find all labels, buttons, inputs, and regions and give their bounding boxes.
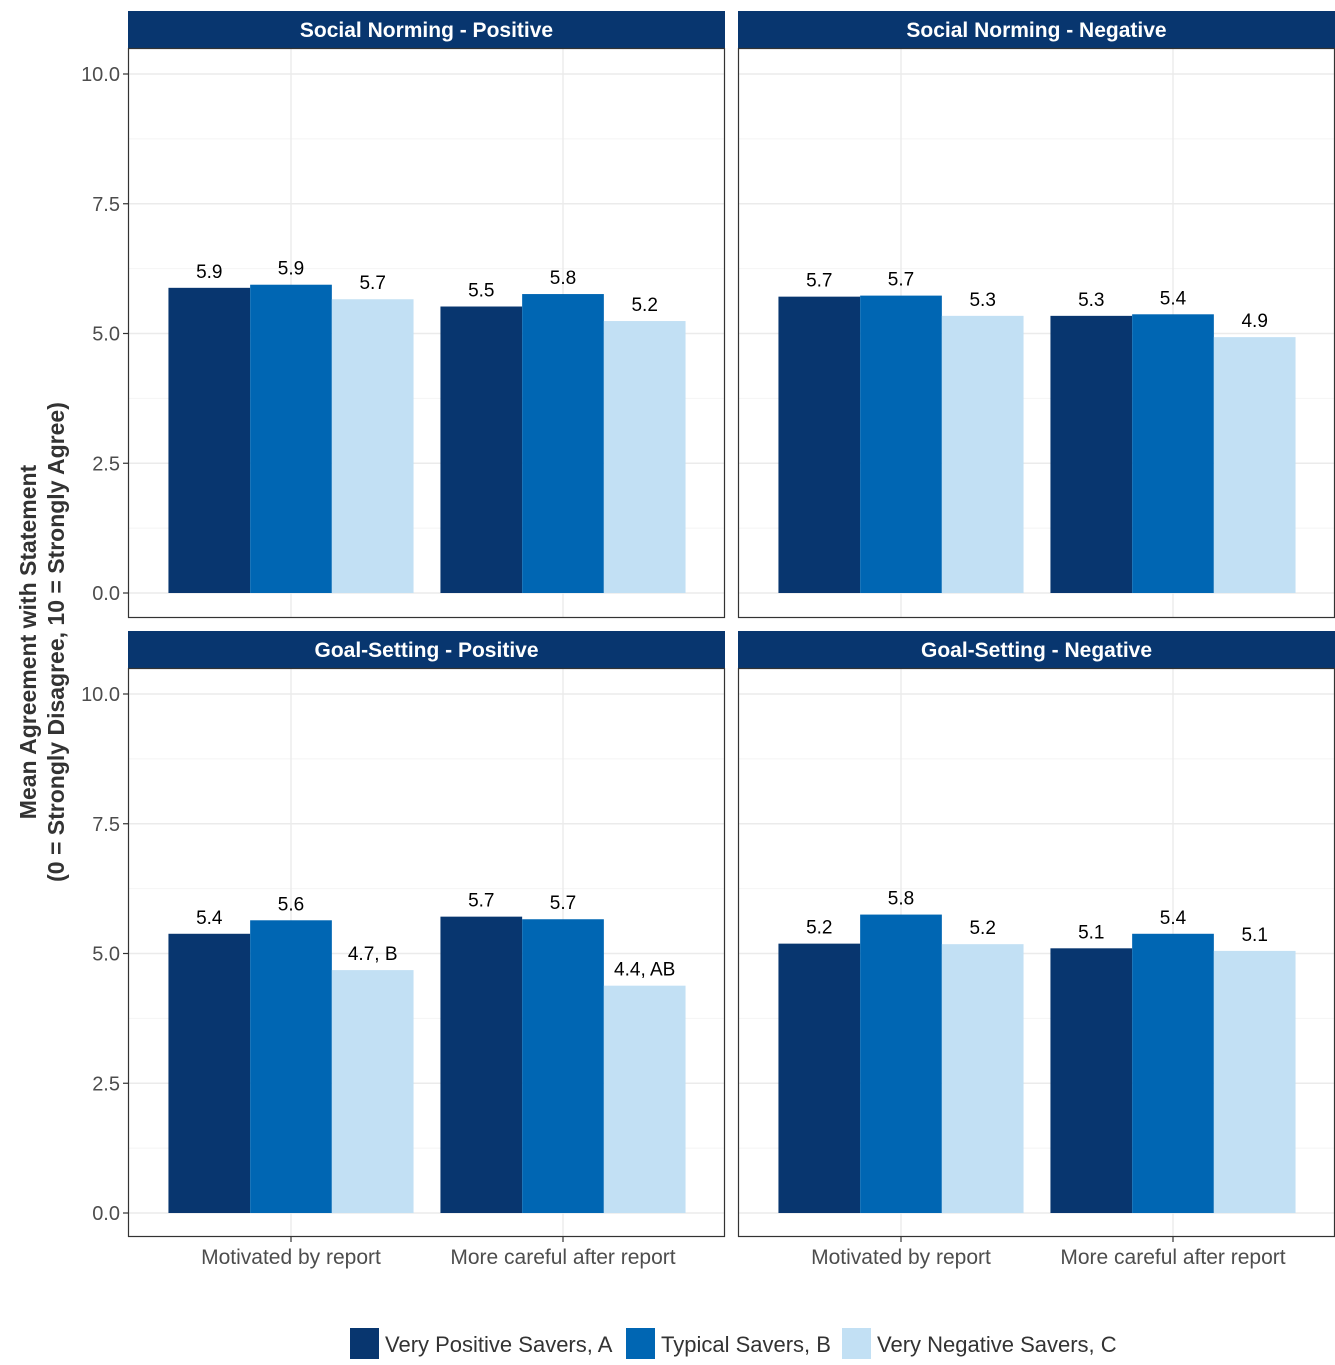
legend: Very Positive Savers, A Typical Savers, B… [350,1328,1117,1359]
data-label: 5.7 [550,893,576,914]
y-tick-label: 2.5 [92,453,120,475]
bar [331,970,414,1213]
bar [941,315,1024,593]
data-label: 5.8 [550,268,576,289]
bar [331,299,414,593]
y-axis-title: Mean Agreement with Statement (0 = Strong… [15,402,69,882]
y-axis-title-line2: (0 = Strongly Disagree, 10 = Strongly Ag… [43,402,69,882]
panel-strip [128,631,725,668]
data-label: 5.4 [1160,908,1187,929]
bar [168,933,251,1213]
panel-border [127,667,726,1238]
bar [440,916,523,1213]
panel-4: Goal-Setting - Negative 5.2 5.1 5.8 5.4 5.2 5.… [737,631,1335,1269]
data-label: 5.7 [888,270,914,291]
bar [1050,948,1133,1213]
bar [603,321,686,593]
y-tick-label: 10.0 [81,64,120,86]
data-label: 5.9 [196,262,222,283]
panel-2: Social Norming - Negative 5.7 5.3 5.7 5.4 5.3… [737,11,1335,619]
bar [250,284,332,593]
y-tick-label: 5.0 [92,324,120,346]
legend-swatch [350,1328,379,1359]
bar [168,287,251,593]
data-label: 5.3 [1078,290,1104,311]
bar [1132,314,1214,593]
data-label: 4.7, B [348,944,398,965]
data-label: 5.2 [631,295,657,316]
panel-strip [128,11,725,48]
panel-title: Goal-Setting - Negative [921,639,1152,662]
bar [1213,950,1296,1213]
x-tick-label: More careful after report [450,1246,675,1269]
data-label: 5.2 [969,918,995,939]
panel-1: Social Norming - Positive 5.9 5.5 5.9 5.8 5.7… [81,11,726,619]
legend-swatch [842,1328,871,1359]
y-tick-label: 7.5 [92,194,120,216]
bar [1050,315,1133,593]
y-tick-label: 0.0 [92,583,120,605]
bar [250,920,332,1213]
panel-3: Goal-Setting - Positive 5.4 5.7 5.6 5.7 4.7, … [81,631,726,1269]
data-label: 5.9 [278,259,304,280]
bar [941,944,1024,1213]
data-label: 5.4 [1160,288,1187,309]
x-tick-label: Motivated by report [201,1246,381,1269]
panel-title: Social Norming - Positive [300,19,553,42]
bar [1132,933,1214,1213]
data-label: 5.6 [278,894,304,915]
legend-swatch [626,1328,655,1359]
y-tick-label: 2.5 [92,1073,120,1095]
data-label: 5.1 [1078,922,1104,943]
panel-title: Social Norming - Negative [906,19,1166,42]
data-label: 5.3 [969,290,995,311]
data-label: 5.7 [806,271,832,292]
data-label: 5.7 [359,273,385,294]
panel-strip [738,631,1335,668]
data-label: 5.7 [468,891,494,912]
bar [522,294,604,593]
data-label: 4.9 [1241,311,1267,332]
legend-label: Very Positive Savers, A [385,1332,613,1357]
data-label: 5.1 [1241,925,1267,946]
panel-border [127,47,726,619]
x-tick-label: Motivated by report [811,1246,991,1269]
y-axis-title-line1: Mean Agreement with Statement [15,464,41,819]
data-label: 5.4 [196,908,223,929]
data-label: 4.4, AB [614,960,675,981]
data-label: 5.5 [468,281,494,302]
x-tick-label: More careful after report [1060,1246,1285,1269]
panel-strip [738,11,1335,48]
y-tick-label: 10.0 [81,684,120,706]
bar [778,943,861,1213]
bar [440,306,523,593]
y-tick-label: 7.5 [92,814,120,836]
bar [1213,337,1296,593]
bar [778,296,861,593]
bar [860,914,942,1213]
y-tick-label: 5.0 [92,944,120,966]
panel-title: Goal-Setting - Positive [314,639,538,662]
legend-label: Typical Savers, B [661,1332,831,1357]
legend-label: Very Negative Savers, C [877,1332,1117,1357]
bar [522,919,604,1213]
data-label: 5.2 [806,918,832,939]
y-tick-label: 0.0 [92,1203,120,1225]
data-label: 5.8 [888,889,914,910]
bar [860,295,942,593]
bar [603,985,686,1213]
